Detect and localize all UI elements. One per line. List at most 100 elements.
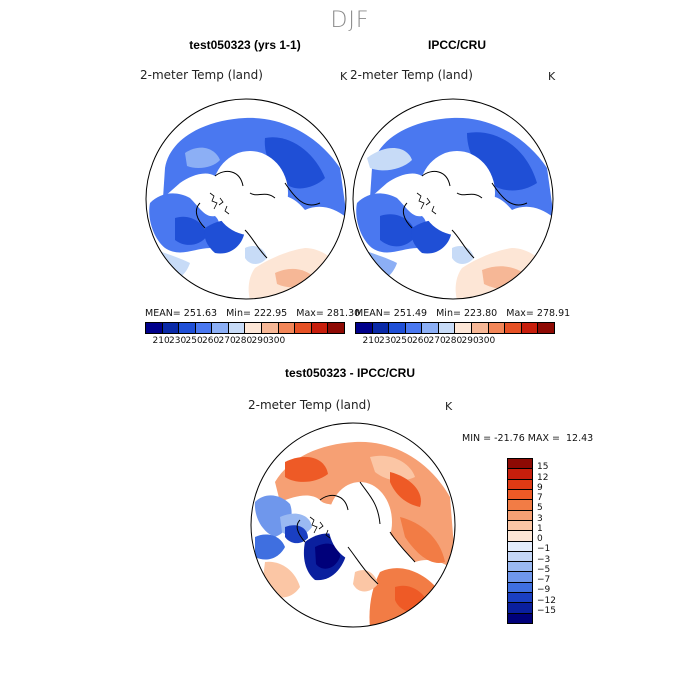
- panel-left-variable: 2-meter Temp (land): [140, 68, 263, 82]
- colorbar-right-tick-label: 260: [412, 336, 430, 346]
- colorbar-left-tick-label: 230: [169, 336, 187, 346]
- panel-right-stats: MEAN= 251.49 Min= 223.80 Max= 278.91: [355, 308, 570, 319]
- colorbar-diff-tick-label: −12: [537, 595, 556, 606]
- panel-right-title: IPCC/CRU: [427, 38, 486, 52]
- colorbar-right-tick-label: 250: [395, 336, 413, 346]
- colorbar-right-tick-label: 280: [445, 336, 463, 346]
- colorbar-right-swatch: [538, 323, 554, 333]
- colorbar-diff-tick-label: −9: [537, 585, 551, 596]
- colorbar-right-swatch: [389, 323, 406, 333]
- colorbar-right-swatch: [356, 323, 373, 333]
- panel-left-stats: MEAN= 251.63 Min= 222.95 Max= 281.30: [145, 308, 360, 319]
- colorbar-diff-swatch: [508, 551, 532, 563]
- colorbar-right-tick-label: 210: [362, 336, 380, 346]
- colorbar-right-swatch: [455, 323, 473, 333]
- colorbar-diff-swatch: [508, 572, 532, 583]
- colorbar-left-ticks: 210 230 250 260 270 280 290 300: [145, 336, 345, 348]
- panel-left-max: 281.30: [326, 308, 361, 319]
- polar-map-observed: [352, 98, 554, 300]
- colorbar-right-ticks: 210 230 250 260 270 280 290 300: [355, 336, 555, 348]
- colorbar-left-swatch: [295, 323, 312, 333]
- colorbar-diff-swatch: [508, 500, 532, 511]
- colorbar-right-tick-label: 290: [461, 336, 479, 346]
- colorbar-diff-tick-label: 1: [537, 523, 543, 534]
- colorbar-diff-tick-label: 15: [537, 462, 549, 473]
- panel-right-min: 223.80: [463, 308, 498, 319]
- colorbar-diff-tick-label: −3: [537, 554, 551, 565]
- panel-left-title: test050323 (yrs 1-1): [189, 38, 301, 52]
- diff-min-label: MIN =: [462, 433, 492, 444]
- colorbar-diff-swatch: [508, 541, 532, 552]
- colorbar-left-tick-label: 290: [251, 336, 269, 346]
- colorbar-left-tick-label: 260: [202, 336, 220, 346]
- colorbar-diff: [507, 458, 533, 624]
- colorbar-left-tick-label: 270: [218, 336, 236, 346]
- panel-left-unit: K: [340, 70, 348, 83]
- colorbar-diff-swatch: [508, 510, 532, 521]
- diff-max-label: MAX =: [527, 433, 560, 444]
- colorbar-left-swatch: [262, 323, 279, 333]
- colorbar-left-tick-label: 280: [235, 336, 253, 346]
- colorbar-diff-swatch: [508, 593, 532, 604]
- diff-min: -21.76: [494, 433, 525, 444]
- diff-panel-variable: 2-meter Temp (land): [248, 398, 371, 412]
- colorbar-right-swatch: [372, 323, 390, 333]
- diff-max: 12.43: [566, 433, 594, 444]
- colorbar-left-swatch: [195, 323, 213, 333]
- colorbar-diff-swatch: [508, 613, 532, 623]
- colorbar-left-swatch: [179, 323, 196, 333]
- colorbar-diff-swatch: [508, 531, 532, 542]
- colorbar-right-tick-label: 230: [379, 336, 397, 346]
- panel-right-min-label: Min=: [436, 308, 461, 319]
- colorbar-diff-tick-label: 12: [537, 472, 549, 483]
- polar-map-difference: [250, 422, 456, 628]
- colorbar-diff-tick-label: −5: [537, 564, 551, 575]
- colorbar-diff-tick-label: 5: [537, 503, 543, 514]
- colorbar-right-tick-label: 270: [428, 336, 446, 346]
- colorbar-right-swatch: [472, 323, 489, 333]
- panel-left-mean: 251.63: [183, 308, 218, 319]
- panel-right-variable: 2-meter Temp (land): [350, 68, 473, 82]
- colorbar-diff-tick-label: 3: [537, 513, 543, 524]
- colorbar-left-swatch: [146, 323, 163, 333]
- colorbar-left-tick-label: 250: [185, 336, 203, 346]
- panel-right-max: 278.91: [536, 308, 571, 319]
- colorbar-diff-swatch: [508, 479, 532, 490]
- diff-panel-unit: K: [445, 400, 453, 413]
- polar-map-model: [145, 98, 347, 300]
- colorbar-left-swatch: [245, 323, 263, 333]
- panel-right-mean-label: MEAN=: [355, 308, 391, 319]
- colorbar-diff-swatch: [508, 603, 532, 614]
- season-title: DJF: [330, 8, 370, 33]
- colorbar-diff-tick-label: 7: [537, 493, 543, 503]
- diff-panel-title: test050323 - IPCC/CRU: [284, 366, 416, 380]
- colorbar-diff-tick-label: −1: [537, 544, 551, 555]
- colorbar-left-tick-label: 300: [268, 336, 286, 346]
- diff-panel-minmax: MIN = -21.76 MAX = 12.43: [462, 433, 593, 444]
- colorbar-diff-ticks: 15 12 9 7 5 3 1 0 −1 −3 −5 −7 −9 −12 −15: [537, 458, 577, 628]
- colorbar-diff-swatch: [508, 459, 532, 470]
- colorbar-left-swatch: [212, 323, 229, 333]
- colorbar-right: [355, 322, 555, 334]
- panel-right-mean: 251.49: [393, 308, 428, 319]
- colorbar-left-swatch: [328, 323, 344, 333]
- colorbar-left-swatch: [162, 323, 180, 333]
- panel-left-min: 222.95: [253, 308, 288, 319]
- colorbar-diff-tick-label: 0: [537, 534, 543, 544]
- colorbar-right-swatch: [488, 323, 506, 333]
- colorbar-diff-swatch: [508, 469, 532, 480]
- colorbar-diff-swatch: [508, 489, 532, 501]
- panel-left-min-label: Min=: [226, 308, 251, 319]
- colorbar-right-swatch: [422, 323, 439, 333]
- panel-left-max-label: Max=: [296, 308, 324, 319]
- colorbar-right-tick-label: 300: [478, 336, 496, 346]
- panel-right-unit: K: [548, 70, 556, 83]
- colorbar-diff-swatch: [508, 520, 532, 532]
- colorbar-left-swatch: [228, 323, 246, 333]
- colorbar-right-swatch: [438, 323, 456, 333]
- colorbar-left: [145, 322, 345, 334]
- colorbar-diff-swatch: [508, 562, 532, 573]
- colorbar-diff-tick-label: −15: [537, 605, 556, 616]
- colorbar-left-swatch: [311, 323, 329, 333]
- colorbar-right-swatch: [521, 323, 539, 333]
